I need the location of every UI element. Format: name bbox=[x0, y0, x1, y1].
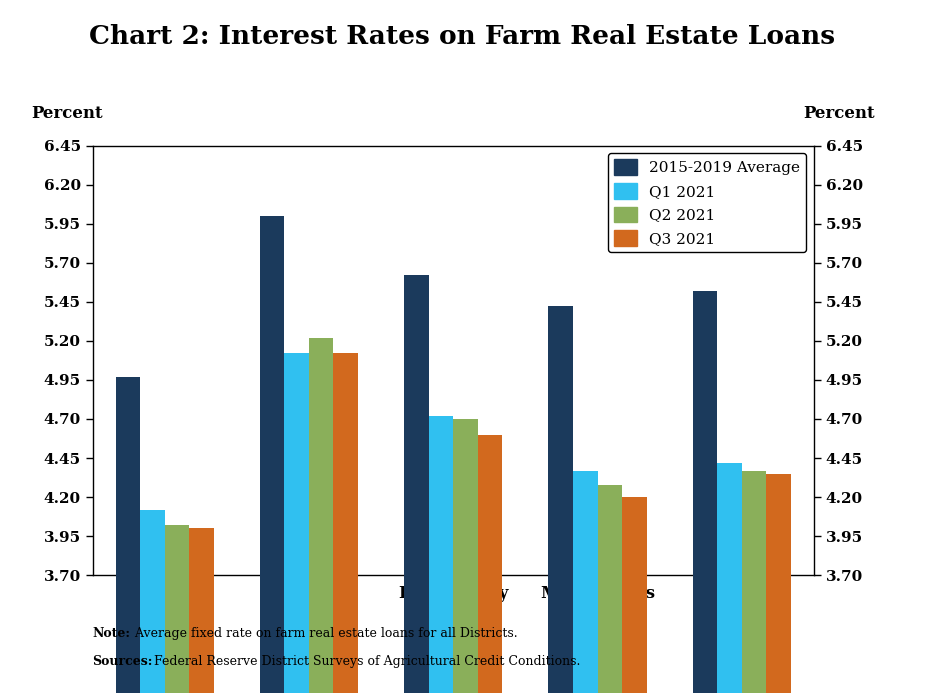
Text: Note:: Note: bbox=[92, 627, 130, 640]
Text: Average fixed rate on farm real estate loans for all Districts.: Average fixed rate on farm real estate l… bbox=[131, 627, 518, 640]
Legend: 2015-2019 Average, Q1 2021, Q2 2021, Q3 2021: 2015-2019 Average, Q1 2021, Q2 2021, Q3 … bbox=[608, 153, 807, 252]
Bar bbox=[140, 509, 165, 693]
Text: Federal Reserve District Surveys of Agricultural Credit Conditions.: Federal Reserve District Surveys of Agri… bbox=[150, 655, 580, 668]
Bar bbox=[693, 291, 717, 693]
Bar bbox=[428, 416, 453, 693]
Bar bbox=[767, 473, 791, 693]
Bar bbox=[742, 471, 767, 693]
Bar bbox=[478, 435, 502, 693]
Bar bbox=[717, 463, 742, 693]
Bar bbox=[549, 306, 573, 693]
Bar bbox=[598, 484, 623, 693]
Bar bbox=[334, 353, 358, 693]
Bar bbox=[284, 353, 309, 693]
Bar bbox=[116, 377, 140, 693]
Bar bbox=[453, 419, 478, 693]
Text: Percent: Percent bbox=[31, 105, 103, 122]
Bar bbox=[404, 275, 428, 693]
Bar bbox=[309, 337, 334, 693]
Text: Percent: Percent bbox=[804, 105, 875, 122]
Bar bbox=[190, 528, 214, 693]
Bar bbox=[260, 216, 284, 693]
Bar bbox=[165, 525, 190, 693]
Text: Sources:: Sources: bbox=[92, 655, 153, 668]
Bar bbox=[623, 497, 647, 693]
Text: Chart 2: Interest Rates on Farm Real Estate Loans: Chart 2: Interest Rates on Farm Real Est… bbox=[90, 24, 835, 49]
Bar bbox=[573, 471, 598, 693]
